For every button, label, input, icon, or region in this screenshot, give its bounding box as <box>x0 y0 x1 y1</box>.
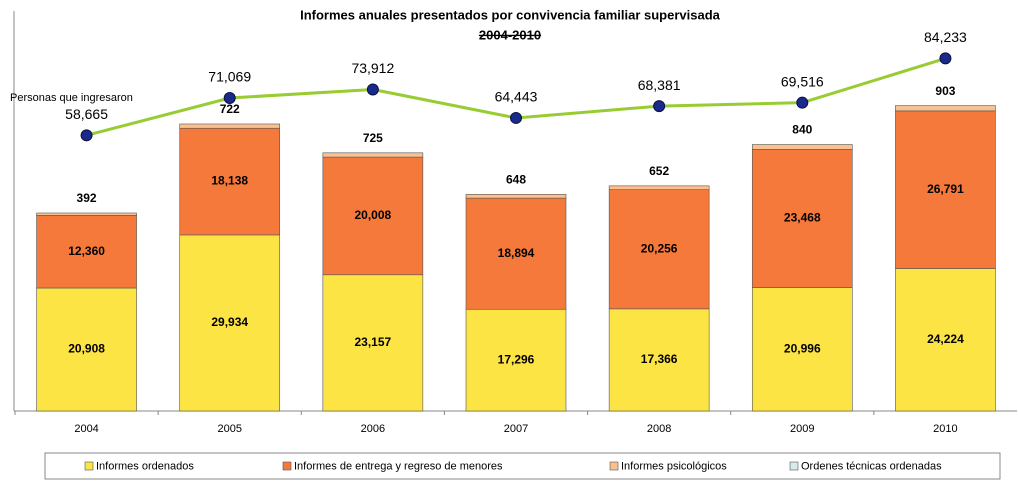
line-marker <box>80 129 93 142</box>
line-label: 68,381 <box>638 77 681 93</box>
legend-swatch <box>609 461 619 471</box>
data-label: 840 <box>792 123 812 137</box>
data-label: 23,157 <box>355 335 392 349</box>
data-label: 648 <box>506 172 526 186</box>
legend-label: Ordenes técnicas ordenadas <box>801 460 942 472</box>
bar-segment <box>895 105 996 112</box>
data-label: 652 <box>649 164 669 178</box>
data-label: 17,296 <box>498 352 535 366</box>
bar-segment <box>608 185 710 190</box>
line-label: 71,069 <box>208 69 251 85</box>
line-label: 69,516 <box>781 73 824 89</box>
bar-segment <box>36 215 137 289</box>
bar-segment <box>895 110 996 269</box>
bar-segment <box>179 127 281 236</box>
data-label: 725 <box>363 131 383 145</box>
data-label: 24,224 <box>927 332 964 346</box>
legend-swatch <box>789 461 799 471</box>
data-label: 18,138 <box>211 174 248 188</box>
data-label: 12,360 <box>68 244 105 258</box>
x-tick-label: 2005 <box>217 423 241 435</box>
line-label: 84,233 <box>924 29 967 45</box>
bar-segment <box>608 308 710 412</box>
line-label: 73,912 <box>351 60 394 76</box>
bar-segment <box>179 234 281 412</box>
chart-title: Informes anuales presentados por convive… <box>300 7 721 22</box>
line-marker <box>796 96 809 109</box>
data-label: 29,934 <box>211 315 248 329</box>
data-label: 20,908 <box>68 342 105 356</box>
legend-label: Informes ordenados <box>96 460 194 472</box>
bar-segment <box>751 144 853 150</box>
bar-segment <box>608 189 710 310</box>
line-label: 64,443 <box>495 89 538 105</box>
bar-segment <box>751 149 853 288</box>
data-label: 20,996 <box>784 341 821 355</box>
x-tick-label: 2009 <box>790 423 814 435</box>
x-tick-label: 2010 <box>933 423 957 435</box>
line-marker <box>223 92 236 105</box>
line-marker <box>366 83 379 96</box>
data-label: 20,008 <box>355 208 392 222</box>
bar-segment <box>895 268 996 412</box>
data-label: 26,791 <box>927 182 964 196</box>
bar-segment <box>322 156 424 276</box>
line-marker <box>510 111 522 124</box>
line-marker <box>653 100 666 113</box>
bar-segment <box>465 308 567 412</box>
line-marker <box>939 52 952 65</box>
chart-subtitle: 2004-2010 <box>479 27 541 42</box>
data-label: 392 <box>77 191 97 205</box>
data-label: 18,894 <box>498 246 535 260</box>
bar-segment <box>465 197 567 310</box>
data-label: 17,366 <box>641 352 678 366</box>
bar-segment <box>465 194 567 199</box>
data-label: 722 <box>220 102 240 116</box>
bar-segment <box>36 212 137 216</box>
series-label: Personas que ingresaron <box>10 92 133 104</box>
x-tick-label: 2006 <box>361 423 385 435</box>
bar-segment <box>179 123 281 129</box>
data-label: 20,256 <box>641 241 678 255</box>
bar-segment <box>322 152 424 158</box>
legend-box <box>44 452 1001 480</box>
x-tick-label: 2007 <box>504 423 528 435</box>
line-label: 58,665 <box>65 106 108 122</box>
data-label: 23,468 <box>784 211 821 225</box>
legend-swatch <box>282 461 292 471</box>
x-tick-label: 2004 <box>74 423 98 435</box>
legend-label: Informes psicológicos <box>621 460 727 472</box>
bar-segment <box>751 287 853 412</box>
legend-swatch <box>84 461 94 471</box>
x-tick-label: 2008 <box>647 423 671 435</box>
legend-label: Informes de entrega y regreso de menores <box>294 460 503 472</box>
data-label: 903 <box>935 84 955 98</box>
